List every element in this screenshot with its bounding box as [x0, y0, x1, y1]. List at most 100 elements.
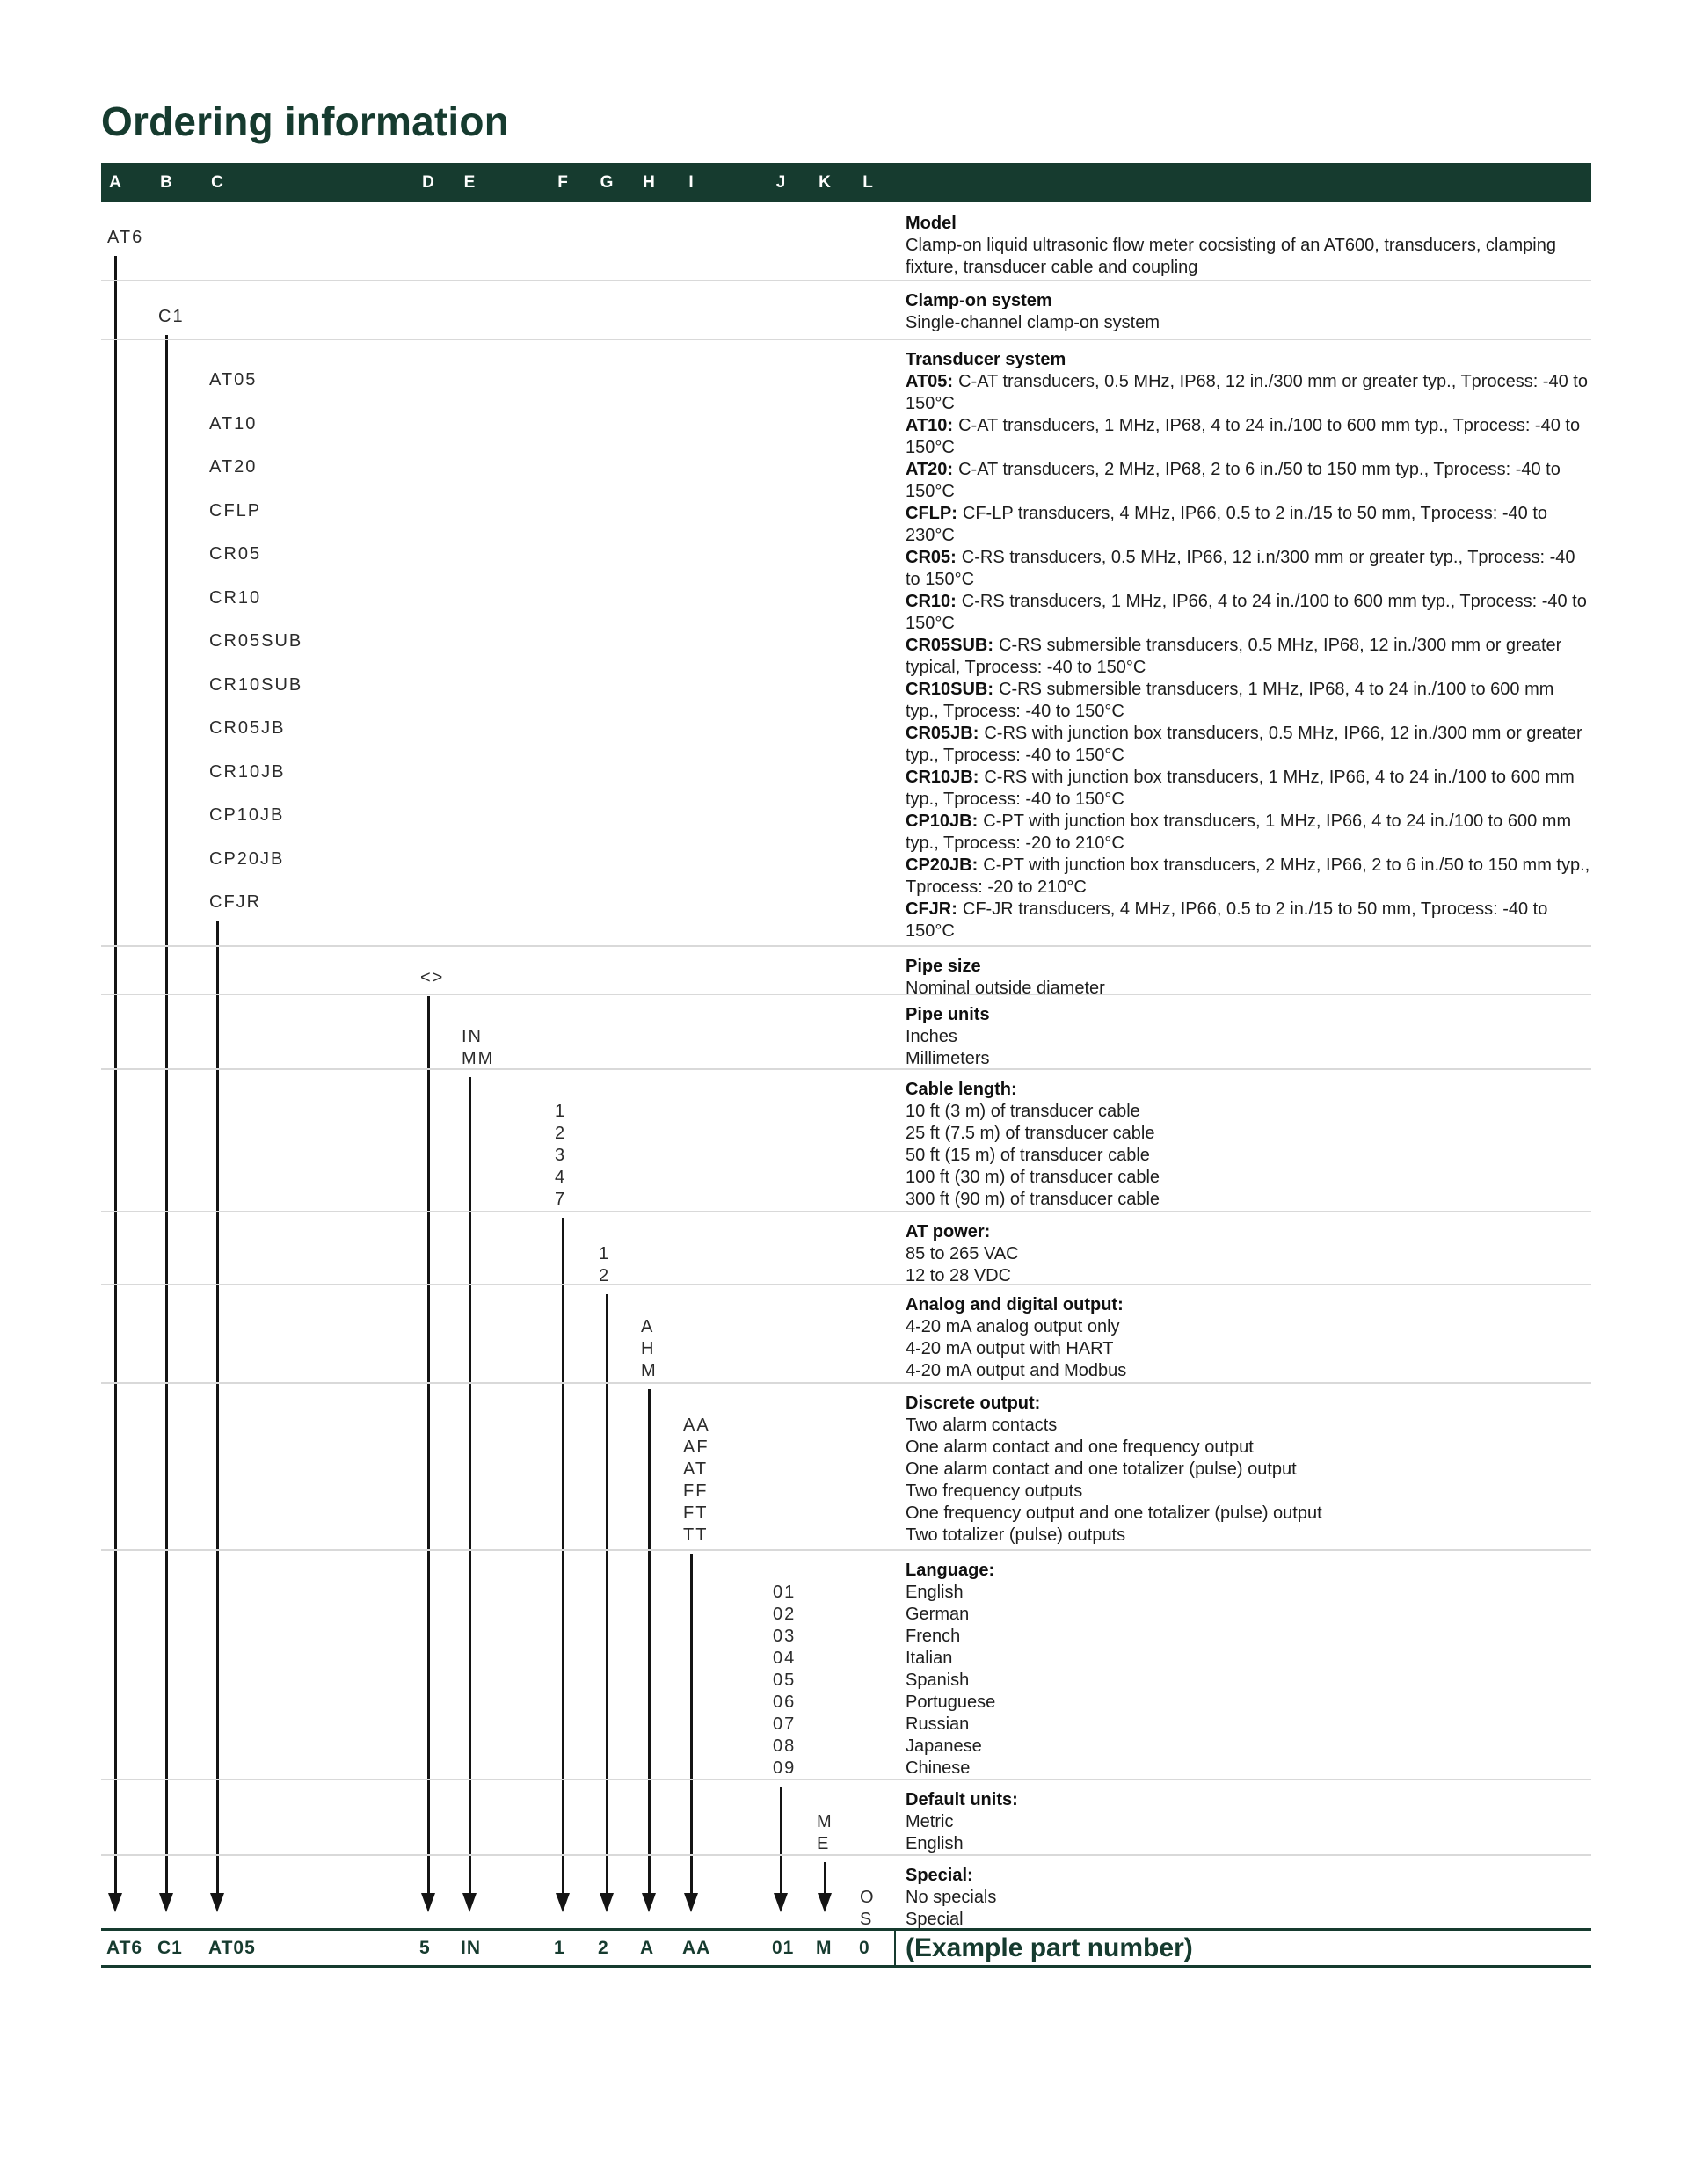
order-code-c: CR05SUB [209, 631, 303, 651]
section-divider [101, 280, 1591, 281]
order-code-g: 1 [599, 1244, 611, 1263]
column-letter-l: L [862, 173, 873, 192]
down-arrow-icon [600, 1893, 614, 1912]
section-description-line: Nominal outside diameter [906, 979, 1105, 998]
transducer-entry: AT10: C-AT transducers, 1 MHz, IP68, 4 to… [906, 415, 1591, 459]
section-description-line: 300 ft (90 m) of transducer cable [906, 1190, 1160, 1209]
transducer-entry: CP20JB: C-PT with junction box transducer… [906, 855, 1591, 899]
order-code-e: MM [462, 1049, 495, 1068]
section-description-line: Japanese [906, 1736, 982, 1756]
code-guide-line [216, 921, 219, 1893]
transducer-entry-text: CF-LP transducers, 4 MHz, IP66, 0.5 to 2… [906, 504, 1547, 545]
order-code-c: CR05 [209, 544, 262, 564]
order-code-k: E [817, 1834, 831, 1853]
transducer-entry: CP10JB: C-PT with junction box transducer… [906, 811, 1591, 855]
order-code-j: 01 [773, 1583, 797, 1602]
transducer-entry-code: CR10JB: [906, 768, 979, 787]
down-arrow-icon [556, 1893, 570, 1912]
order-code-b: C1 [158, 307, 185, 326]
order-code-j: 02 [773, 1605, 797, 1624]
section-description-line: Chinese [906, 1758, 971, 1778]
section-description-line: 85 to 265 VAC [906, 1244, 1019, 1263]
section-description-line: Two frequency outputs [906, 1481, 1083, 1501]
transducer-entry-text: C-RS submersible transducers, 0.5 MHz, I… [906, 636, 1562, 677]
section-c-description: Transducer system AT05: C-AT transducers, … [906, 348, 1591, 943]
section-description-line: 4-20 mA output with HART [906, 1339, 1114, 1358]
column-letter-e: E [463, 173, 476, 192]
code-guide-line [469, 1077, 471, 1893]
section-divider [101, 945, 1591, 947]
order-code-f: 2 [555, 1124, 567, 1143]
transducer-entry: CFLP: CF-LP transducers, 4 MHz, IP66, 0.5… [906, 503, 1591, 547]
order-code-c: CR10 [209, 588, 262, 608]
order-code-i: FF [683, 1481, 709, 1501]
transducer-entry-code: AT05: [906, 372, 954, 391]
example-row-bottom-line [101, 1965, 1591, 1968]
section-header: Discrete output: [906, 1394, 1041, 1413]
column-letter-b: B [160, 173, 172, 192]
example-code-f: 1 [554, 1938, 565, 1958]
order-code-j: 06 [773, 1693, 797, 1712]
section-description-line: Metric [906, 1812, 954, 1831]
section-description-line: 12 to 28 VDC [906, 1266, 1012, 1285]
code-guide-line [165, 335, 168, 1893]
code-guide-line [427, 996, 430, 1893]
section-description-line: Single-channel clamp-on system [906, 313, 1160, 332]
section-divider [101, 1284, 1591, 1285]
down-arrow-icon [159, 1893, 173, 1912]
order-code-h: M [641, 1361, 658, 1380]
section-e-description: Pipe units Inches Millimeters [906, 1003, 1591, 1070]
section-description-line: One alarm contact and one frequency outp… [906, 1438, 1254, 1457]
transducer-entry: CR05JB: C-RS with junction box transducer… [906, 723, 1591, 767]
order-code-j: 03 [773, 1627, 797, 1646]
order-code-g: 2 [599, 1266, 611, 1285]
section-header: Special: [906, 1866, 973, 1885]
transducer-entry-text: C-RS with junction box transducers, 1 MH… [906, 768, 1575, 809]
order-code-c: CP20JB [209, 849, 285, 869]
order-code-f: 7 [555, 1190, 567, 1209]
section-description-line: English [906, 1583, 964, 1602]
transducer-entry-text: C-PT with junction box transducers, 1 MH… [906, 812, 1572, 853]
order-code-e: IN [462, 1027, 483, 1046]
order-code-f: 1 [555, 1102, 567, 1121]
order-code-c: AT10 [209, 414, 258, 433]
section-description-line: Clamp-on liquid ultrasonic flow meter co… [906, 236, 1556, 277]
transducer-entry: CR10: C-RS transducers, 1 MHz, IP66, 4 to… [906, 591, 1591, 635]
column-letter-d: D [422, 173, 434, 192]
section-a-description: Model Clamp-on liquid ultrasonic flow met… [906, 212, 1591, 279]
section-description-line: Portuguese [906, 1693, 996, 1712]
section-description-line: 4-20 mA analog output only [906, 1317, 1120, 1336]
section-divider [101, 339, 1591, 340]
example-code-j: 01 [772, 1938, 795, 1958]
down-arrow-icon [462, 1893, 477, 1912]
transducer-entry-code: CP20JB: [906, 855, 979, 875]
column-letter-g: G [600, 173, 614, 192]
transducer-entry-code: CR05JB: [906, 724, 979, 743]
section-header: Language: [906, 1561, 995, 1580]
section-description-line: Russian [906, 1714, 970, 1734]
section-header: AT power: [906, 1222, 991, 1241]
transducer-entry-text: C-PT with junction box transducers, 2 MH… [906, 855, 1590, 897]
section-description-line: Italian [906, 1649, 953, 1668]
order-code-i: AF [683, 1438, 709, 1457]
transducer-entry-code: CR05: [906, 548, 957, 567]
section-divider [101, 1211, 1591, 1212]
section-description-line: One frequency output and one totalizer (… [906, 1503, 1322, 1523]
down-arrow-icon [818, 1893, 832, 1912]
transducer-entry-code: CR10SUB: [906, 680, 994, 699]
order-code-h: A [641, 1317, 655, 1336]
example-code-d: 5 [419, 1938, 431, 1958]
down-arrow-icon [642, 1893, 656, 1912]
section-j-description: Language: English German French Italian Spani… [906, 1559, 1591, 1780]
transducer-entry-code: CR05SUB: [906, 636, 994, 655]
column-letter-h: H [643, 173, 655, 192]
example-code-l: 0 [859, 1938, 870, 1958]
section-header: Clamp-on system [906, 291, 1052, 310]
section-description-line: 10 ft (3 m) of transducer cable [906, 1102, 1140, 1121]
example-part-number-label: (Example part number) [906, 1933, 1193, 1962]
example-row-top-line [101, 1928, 1591, 1931]
example-code-k: M [816, 1938, 833, 1958]
down-arrow-icon [774, 1893, 788, 1912]
section-divider [101, 1382, 1591, 1384]
